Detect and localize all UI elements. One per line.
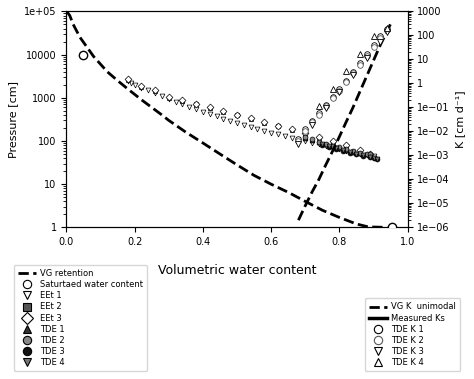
Text: Volumetric water content: Volumetric water content bbox=[158, 265, 316, 277]
Y-axis label: K [cm d⁻¹]: K [cm d⁻¹] bbox=[456, 91, 465, 148]
Y-axis label: Pressure [cm]: Pressure [cm] bbox=[9, 81, 18, 158]
Legend: VG retention, Saturtaed water content, EEt 1, EEt 2, EEt 3, TDE 1, TDE 2, TDE 3,: VG retention, Saturtaed water content, E… bbox=[14, 265, 147, 371]
Legend: VG K  unimodal, Measured Ks, TDE K 1, TDE K 2, TDE K 3, TDE K 4: VG K unimodal, Measured Ks, TDE K 1, TDE… bbox=[365, 298, 460, 371]
